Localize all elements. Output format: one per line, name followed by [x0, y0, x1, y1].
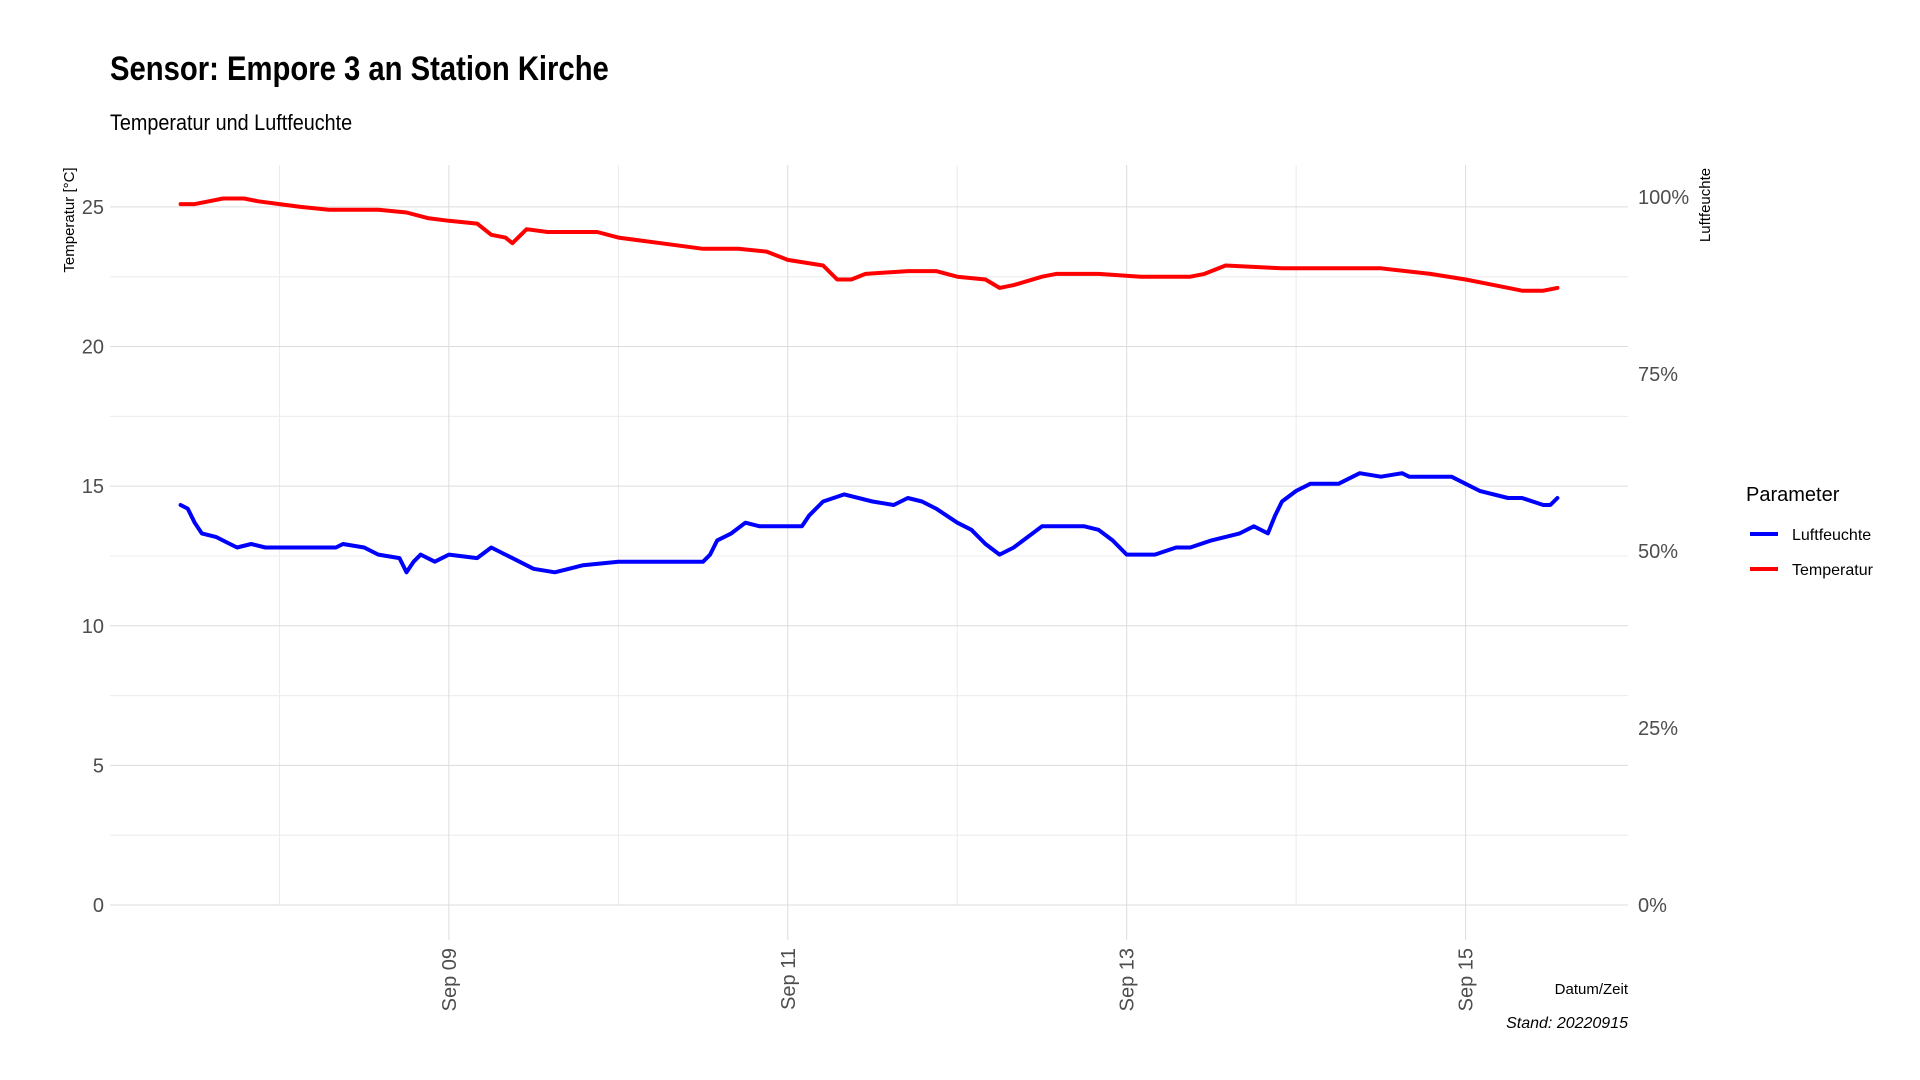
series-layer — [178, 196, 1560, 575]
y-tick-left-label: 20 — [82, 337, 104, 359]
y-tick-left-label: 10 — [82, 616, 104, 638]
major-gridlines — [110, 165, 1628, 940]
y-axis-left-label: Temperatur [°C] — [61, 167, 78, 272]
x-tick-label: Sep 13 — [1117, 948, 1139, 1011]
x-axis-label: Datum/Zeit — [1555, 981, 1629, 998]
y-tick-left-label: 5 — [93, 755, 104, 777]
chart-title: Sensor: Empore 3 an Station Kirche — [110, 50, 609, 88]
series-line-temperatur — [178, 196, 1560, 293]
y-tick-left-label: 25 — [82, 197, 104, 219]
x-axis-ticks: Sep 09 Sep 11 Sep 13 Sep 15 — [439, 948, 1478, 1011]
x-tick-label: Sep 15 — [1456, 948, 1478, 1011]
series-line-luftfeuchte — [178, 471, 1560, 575]
y-tick-right-label: 50% — [1638, 541, 1678, 563]
y-tick-right-label: 25% — [1638, 718, 1678, 740]
caption: Stand: 20220915 — [1506, 1015, 1628, 1032]
y-axis-right-label: Luftfeuchte — [1697, 168, 1714, 242]
legend-label-temperatur: Temperatur — [1792, 562, 1874, 579]
minor-gridlines — [110, 165, 1628, 905]
x-tick-label: Sep 11 — [778, 948, 800, 1010]
y-tick-left-label: 15 — [82, 476, 104, 498]
x-tick-label: Sep 09 — [439, 948, 461, 1011]
y-tick-left-label: 0 — [93, 895, 104, 917]
y-tick-right-label: 75% — [1638, 364, 1678, 386]
y-axis-left-ticks: 0 5 10 15 20 25 — [82, 197, 104, 917]
y-tick-right-label: 100% — [1638, 187, 1689, 209]
legend: Parameter Luftfeuchte Temperatur — [1746, 484, 1874, 579]
legend-title: Parameter — [1746, 484, 1840, 506]
legend-label-luftfeuchte: Luftfeuchte — [1792, 527, 1871, 544]
chart-subtitle: Temperatur und Luftfeuchte — [110, 110, 353, 135]
y-tick-right-label: 0% — [1638, 895, 1667, 917]
y-axis-right-ticks: 0% 25% 50% 75% 100% — [1638, 187, 1689, 917]
